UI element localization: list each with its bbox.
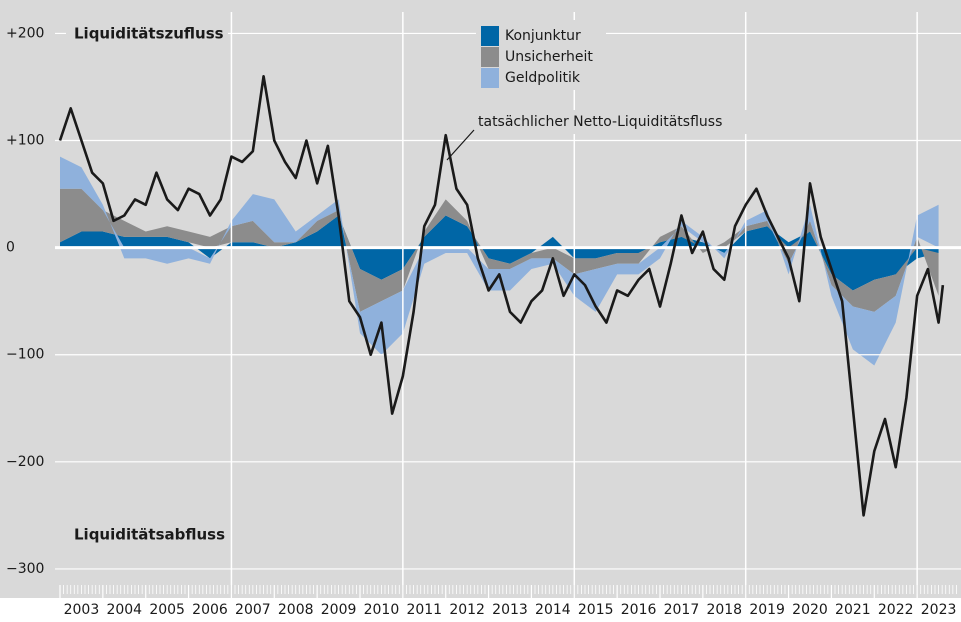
x-tick-label: 2015 bbox=[578, 602, 614, 618]
x-tick-label: 2008 bbox=[278, 602, 314, 618]
x-tick-label: 2020 bbox=[792, 602, 828, 618]
plot-background bbox=[0, 0, 961, 598]
annotation: Liquiditätsabfluss bbox=[74, 526, 225, 544]
area bbox=[60, 156, 939, 366]
label-bg bbox=[474, 110, 756, 134]
x-tick-label: 2004 bbox=[106, 602, 142, 618]
x-tick-label: 2019 bbox=[749, 602, 785, 618]
x-tick-label: 2016 bbox=[621, 602, 657, 618]
legend-swatch bbox=[481, 26, 499, 46]
x-tick-label: 2014 bbox=[535, 602, 571, 618]
legend-swatch bbox=[481, 68, 499, 88]
x-tick-label: 2007 bbox=[235, 602, 271, 618]
x-tick-label: 2018 bbox=[706, 602, 742, 618]
area bbox=[60, 215, 939, 291]
y-tick-label: −200 bbox=[6, 454, 44, 470]
legend-label: Konjunktur bbox=[505, 28, 581, 44]
x-tick-label: 2011 bbox=[406, 602, 442, 618]
x-tick-label: 2013 bbox=[492, 602, 528, 618]
x-tick-label: 2012 bbox=[449, 602, 485, 618]
y-tick-label: −100 bbox=[6, 347, 44, 363]
x-tick-label: 2022 bbox=[878, 602, 914, 618]
x-tick-label: 2005 bbox=[149, 602, 185, 618]
y-tick-label: 0 bbox=[6, 240, 15, 256]
area bbox=[60, 188, 939, 312]
legend-label: Unsicherheit bbox=[505, 49, 593, 65]
x-tick-label: 2021 bbox=[835, 602, 871, 618]
x-tick-label: 2006 bbox=[192, 602, 228, 618]
x-tick-label: 2017 bbox=[664, 602, 700, 618]
y-tick-label: −300 bbox=[6, 561, 44, 577]
x-tick-label: 2003 bbox=[64, 602, 100, 618]
annotation: Liquiditätszufluss bbox=[74, 25, 224, 43]
x-tick-label: 2010 bbox=[364, 602, 400, 618]
label-bg bbox=[66, 20, 228, 46]
pointer bbox=[446, 129, 475, 161]
legend-label: Geldpolitik bbox=[505, 70, 581, 86]
net-flow-line bbox=[58, 74, 945, 517]
x-tick-label: 2023 bbox=[921, 602, 957, 618]
y-tick-label: +100 bbox=[6, 133, 44, 149]
legend-swatch bbox=[481, 47, 499, 67]
y-tick-label: +200 bbox=[6, 25, 44, 41]
annotation: tatsächlicher Netto-Liquiditätsfluss bbox=[478, 114, 722, 130]
x-tick-label: 2009 bbox=[321, 602, 357, 618]
